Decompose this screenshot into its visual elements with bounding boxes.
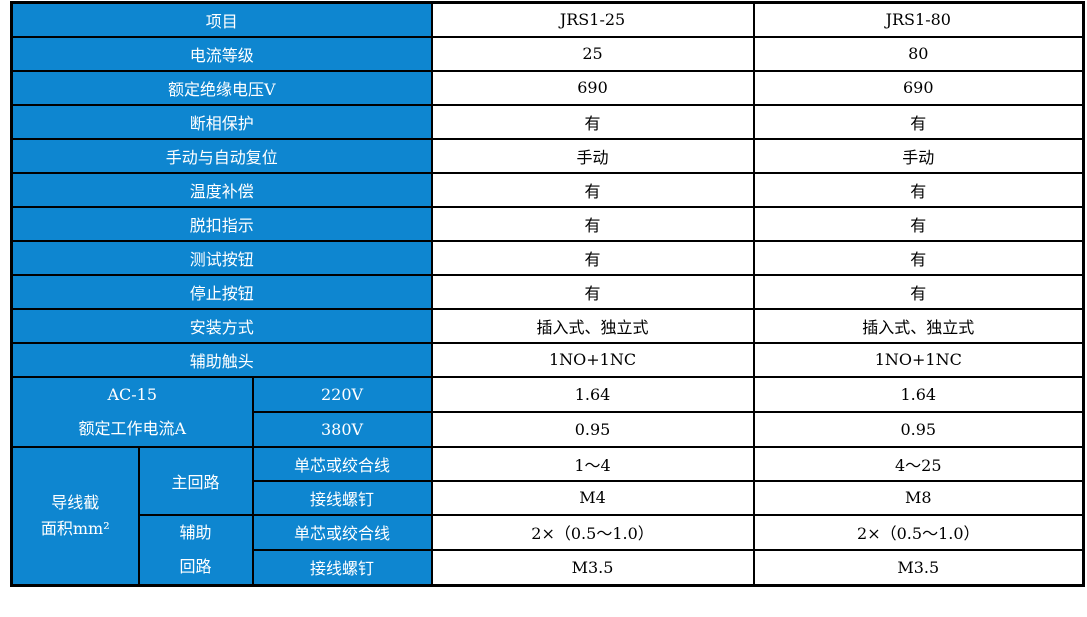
row-label-manual-auto-reset: 手动与自动复位 [10, 137, 433, 174]
value-cell: 0.95 [430, 410, 755, 448]
row-label-insulation-voltage: 额定绝缘电压V [10, 69, 433, 106]
value-cell: 有 [430, 273, 755, 310]
ac15-label-line1: AC-15 [107, 384, 158, 404]
value-cell: 有 [752, 205, 1085, 242]
jrs1-spec-table: 项目 JRS1-25 JRS1-80 电流等级 25 80 额定绝缘电压V 69… [10, 1, 1086, 587]
wire-label-line1: 导线截 [51, 492, 100, 512]
value-cell: 有 [430, 103, 755, 140]
value-cell: 80 [752, 35, 1085, 72]
sub-label-220v: 220V [251, 375, 433, 413]
row-label-current-rating: 电流等级 [10, 35, 433, 72]
value-cell: M3.5 [752, 548, 1085, 587]
row-label-mounting-type: 安装方式 [10, 307, 433, 344]
value-cell: 1.64 [430, 375, 755, 413]
value-cell: 2×（0.5～1.0） [752, 513, 1085, 551]
value-cell: 690 [752, 69, 1085, 106]
table-row: AC-15 额定工作电流A 220V 1.64 1.64 [10, 375, 1085, 448]
table-row: 手动与自动复位 手动 手动 [10, 137, 1085, 174]
value-cell: 2×（0.5～1.0） [430, 513, 755, 551]
value-cell: 有 [752, 273, 1085, 310]
ac15-label-line2: 额定工作电流A [78, 418, 187, 438]
row-label-auxiliary-contacts: 辅助触头 [10, 341, 433, 378]
value-cell: 有 [430, 239, 755, 276]
value-cell: 1～4 [430, 445, 755, 482]
value-cell: 有 [752, 103, 1085, 140]
wire-label-line2: 面积mm² [40, 518, 110, 538]
value-cell: 690 [430, 69, 755, 106]
value-cell: M3.5 [430, 548, 755, 587]
value-cell: 4～25 [752, 445, 1085, 482]
value-cell: 手动 [752, 137, 1085, 174]
value-cell: M4 [430, 479, 755, 516]
table-row: 导线截 面积mm² 主回路 单芯或绞合线 1～4 4～25 [10, 445, 1085, 586]
table-row: 辅助触头 1NO+1NC 1NO+1NC [10, 341, 1085, 378]
group-label-auxiliary-circuit: 辅助 回路 [137, 513, 254, 586]
value-cell: 1.64 [752, 375, 1085, 413]
row-label-ac15-rated-current: AC-15 额定工作电流A [10, 375, 254, 448]
table-row: 停止按钮 有 有 [10, 273, 1085, 310]
table-row: 380V 0.95 0.95 [12, 410, 1085, 448]
column-header-jrs1-25: JRS1-25 [430, 1, 755, 38]
table-row: 断相保护 有 有 [10, 103, 1085, 140]
sub-label-terminal-screw: 接线螺钉 [251, 479, 433, 516]
value-cell: 1NO+1NC [430, 341, 755, 378]
sub-label-380v: 380V [251, 410, 433, 448]
table-row: 辅助 回路 单芯或绞合线 2×（0.5～1.0） 2×（0.5～1.0） [12, 513, 1085, 586]
value-cell: 有 [430, 171, 755, 208]
value-cell: M8 [752, 479, 1085, 516]
aux-label-line2: 回路 [179, 556, 212, 576]
value-cell: 有 [752, 239, 1085, 276]
sub-label-solid-or-stranded-wire: 单芯或绞合线 [251, 513, 433, 551]
value-cell: 有 [430, 205, 755, 242]
table-row: 项目 JRS1-25 JRS1-80 [10, 1, 1085, 38]
sub-label-terminal-screw: 接线螺钉 [251, 548, 433, 587]
row-label-temperature-compensation: 温度补偿 [10, 171, 433, 208]
table-row: 温度补偿 有 有 [10, 171, 1085, 208]
sub-label-solid-or-stranded-wire: 单芯或绞合线 [251, 445, 433, 482]
table-row: 额定绝缘电压V 690 690 [10, 69, 1085, 106]
table-row: 安装方式 插入式、独立式 插入式、独立式 [10, 307, 1085, 344]
table-row: 接线螺钉 M3.5 M3.5 [12, 548, 1085, 587]
group-label-main-circuit: 主回路 [137, 445, 254, 516]
row-label-item: 项目 [10, 1, 433, 38]
row-label-phase-failure-protection: 断相保护 [10, 103, 433, 140]
table-row: 脱扣指示 有 有 [10, 205, 1085, 242]
table-row: 测试按钮 有 有 [10, 239, 1085, 276]
value-cell: 25 [430, 35, 755, 72]
value-cell: 0.95 [752, 410, 1085, 448]
table-row: 接线螺钉 M4 M8 [12, 479, 1085, 516]
value-cell: 插入式、独立式 [752, 307, 1085, 344]
aux-label-line1: 辅助 [179, 522, 212, 542]
column-header-jrs1-80: JRS1-80 [752, 1, 1085, 38]
value-cell: 有 [752, 171, 1085, 208]
value-cell: 插入式、独立式 [430, 307, 755, 344]
row-label-wire-cross-section: 导线截 面积mm² [10, 445, 140, 586]
table-row: 电流等级 25 80 [10, 35, 1085, 72]
value-cell: 1NO+1NC [752, 341, 1085, 378]
value-cell: 手动 [430, 137, 755, 174]
row-label-test-button: 测试按钮 [10, 239, 433, 276]
row-label-trip-indicator: 脱扣指示 [10, 205, 433, 242]
row-label-stop-button: 停止按钮 [10, 273, 433, 310]
